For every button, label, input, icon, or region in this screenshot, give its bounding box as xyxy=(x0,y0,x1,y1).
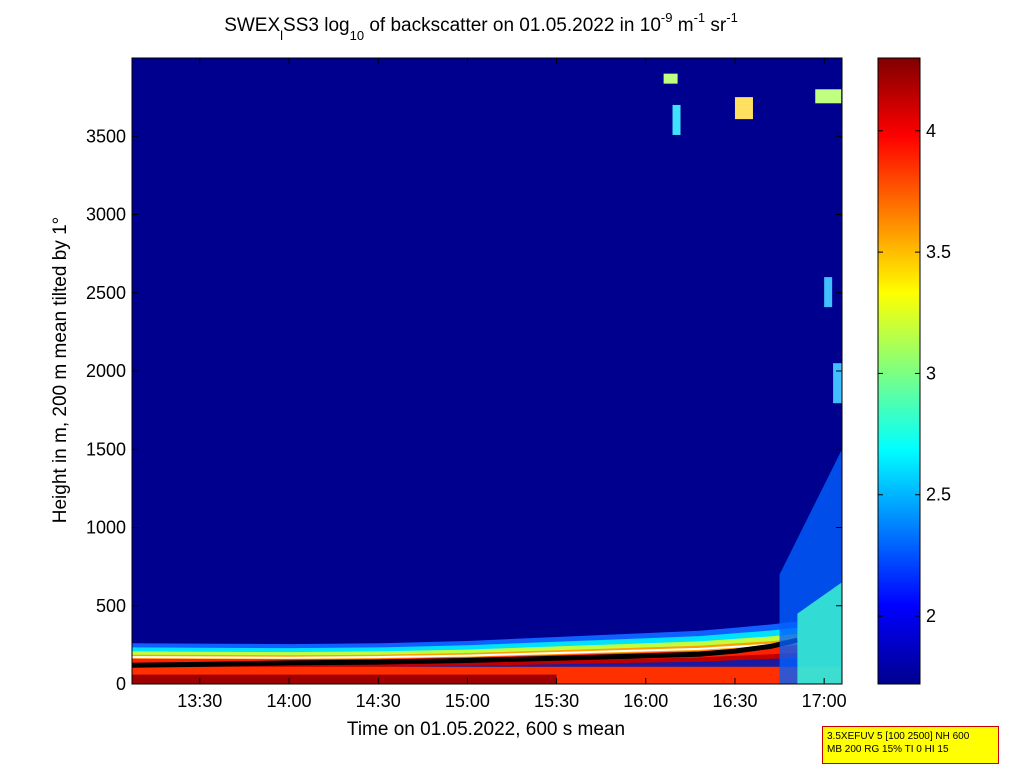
y-tick-label: 2500 xyxy=(86,283,126,303)
processing-parameters-box: 3.5XEFUV 5 [100 2500] NH 600 MB 200 RG 1… xyxy=(822,726,999,764)
x-axis: 13:30 14:00 14:30 15:00 15:30 16:00 16:30 17:00 xyxy=(177,58,847,711)
y-tick-label: 3500 xyxy=(86,126,126,146)
y-tick-label: 1000 xyxy=(86,518,126,538)
colorbar-tick-label: 2.5 xyxy=(926,485,951,505)
cloud-patch xyxy=(815,89,842,104)
heatmap-background xyxy=(132,58,842,684)
surface-band-darkred xyxy=(132,674,557,684)
boundary-markers-black xyxy=(132,637,798,668)
y-tick-label: 2000 xyxy=(86,361,126,381)
mixing-plume-cyan xyxy=(797,582,842,684)
cloud-patch xyxy=(824,277,833,308)
colorbar-tick-label: 3.5 xyxy=(926,242,951,262)
boundary-line-white xyxy=(132,641,798,659)
colorbar: 2 2.5 3 3.5 4 xyxy=(877,57,951,685)
x-tick-label: 14:30 xyxy=(356,691,401,711)
x-axis-label: Time on 01.05.2022, 600 s mean xyxy=(347,719,625,740)
param-line-2: MB 200 RG 15% TI 0 HI 15 xyxy=(827,744,949,755)
colorbar-tick-label: 2 xyxy=(926,606,936,626)
cloud-patch xyxy=(672,104,681,135)
y-axis: 0 500 1000 1500 2000 2500 3000 3500 xyxy=(86,126,842,694)
y-tick-label: 1500 xyxy=(86,439,126,459)
y-tick-label: 500 xyxy=(96,596,126,616)
x-tick-label: 13:30 xyxy=(177,691,222,711)
cloud-patch xyxy=(663,73,678,84)
y-tick-label: 0 xyxy=(116,674,126,694)
x-tick-label: 15:00 xyxy=(445,691,490,711)
x-tick-label: 15:30 xyxy=(534,691,579,711)
y-tick-label: 3000 xyxy=(86,205,126,225)
x-tick-label: 16:30 xyxy=(712,691,757,711)
y-axis-label: Height in m, 200 m mean tilted by 1° xyxy=(50,217,71,523)
colorbar-gradient xyxy=(877,57,921,685)
param-line-1: 3.5XEFUV 5 [100 2500] NH 600 xyxy=(827,731,970,742)
heatmap-plot-area xyxy=(131,57,843,685)
colorbar-tick-label: 3 xyxy=(926,363,936,383)
cloud-patch xyxy=(734,97,753,120)
cloud-patch xyxy=(833,363,842,404)
x-tick-label: 14:00 xyxy=(266,691,311,711)
chart-title: SWEXlSS3 log10 of backscatter on 01.05.2… xyxy=(224,10,738,43)
x-tick-label: 17:00 xyxy=(802,691,847,711)
x-tick-label: 16:00 xyxy=(623,691,668,711)
colorbar-tick-label: 4 xyxy=(926,121,936,141)
